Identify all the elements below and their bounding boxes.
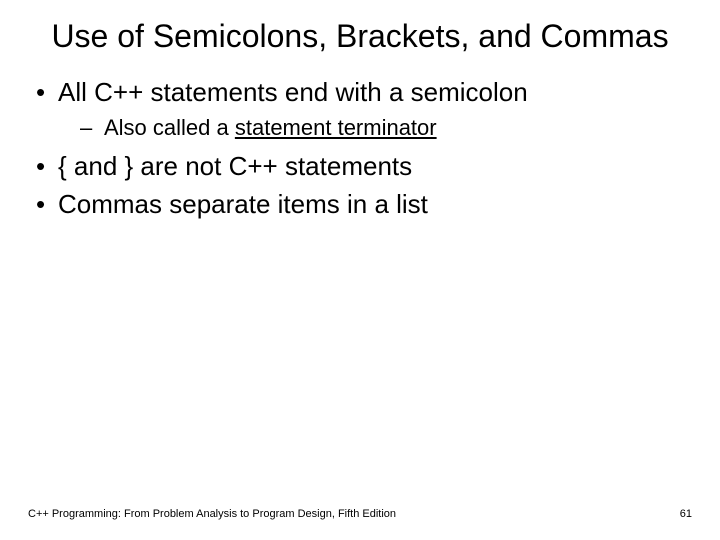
bullet-text: Commas separate items in a list — [58, 189, 428, 219]
bullet-item: All C++ statements end with a semicolon — [36, 76, 692, 110]
bullet-item: { and } are not C++ statements — [36, 150, 692, 184]
footer-page-number: 61 — [680, 508, 692, 520]
bullet-item: Commas separate items in a list — [36, 188, 692, 222]
slide-content: All C++ statements end with a semicolon … — [28, 76, 692, 222]
bullet-text-underlined: statement terminator — [235, 115, 437, 140]
bullet-text-prefix: Also called a — [104, 115, 235, 140]
bullet-text: All C++ statements end with a semicolon — [58, 77, 528, 107]
footer-book-title: C++ Programming: From Problem Analysis t… — [28, 508, 396, 520]
bullet-text: { and } are not C++ statements — [58, 151, 412, 181]
slide: Use of Semicolons, Brackets, and Commas … — [0, 0, 720, 540]
bullet-item: Also called a statement terminator — [36, 114, 692, 143]
slide-title: Use of Semicolons, Brackets, and Commas — [48, 18, 672, 56]
